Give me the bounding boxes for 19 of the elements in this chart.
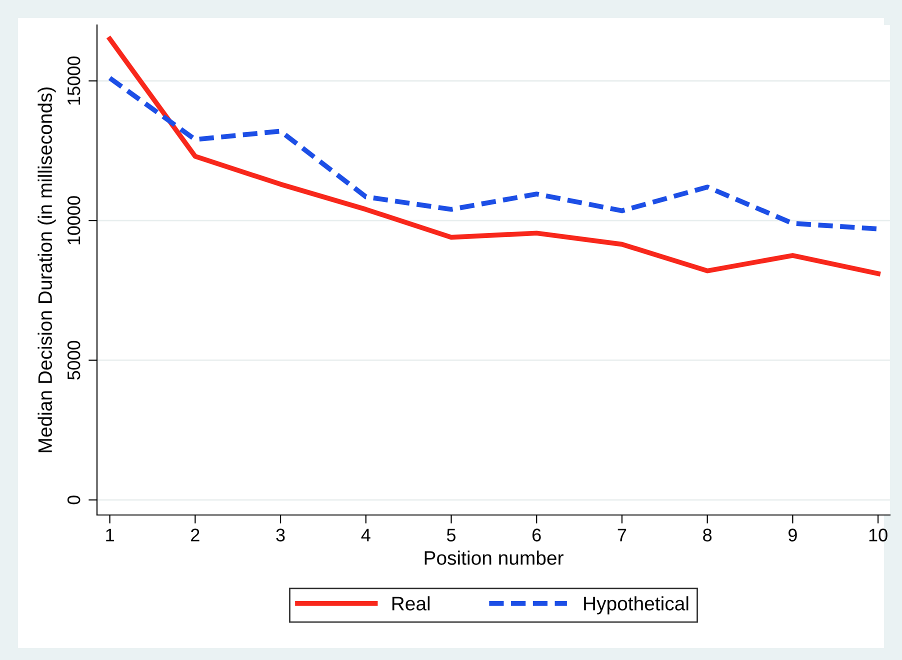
x-tick-label: 3 — [276, 528, 285, 542]
x-tick-label: 7 — [618, 528, 626, 542]
x-tick-label: 4 — [361, 528, 370, 542]
x-tick-label: 9 — [788, 528, 797, 542]
legend-label: Real — [392, 596, 430, 610]
y-axis-title: Median Decision Duration (in milliseconds) — [38, 87, 56, 452]
legend-label: Hypothetical — [584, 596, 688, 614]
y-tick-label: 10000 — [67, 196, 80, 244]
y-tick-label: 0 — [67, 496, 80, 504]
x-tick-label: 1 — [106, 528, 114, 542]
x-tick-label: 10 — [869, 528, 888, 542]
y-tick-label: 15000 — [67, 56, 80, 105]
x-tick-label: 8 — [703, 528, 712, 542]
x-tick-label: 2 — [191, 528, 200, 542]
line-series — [107, 36, 880, 276]
x-axis-title: Position number — [424, 550, 564, 565]
x-tick-label: 5 — [446, 528, 456, 542]
y-tick-label: 5000 — [67, 340, 80, 380]
x-tick-label: 6 — [532, 528, 541, 542]
